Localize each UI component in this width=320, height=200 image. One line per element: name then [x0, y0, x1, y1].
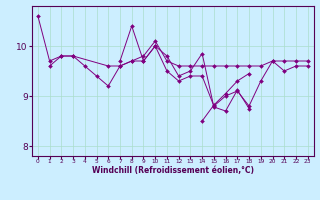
X-axis label: Windchill (Refroidissement éolien,°C): Windchill (Refroidissement éolien,°C) — [92, 166, 254, 175]
